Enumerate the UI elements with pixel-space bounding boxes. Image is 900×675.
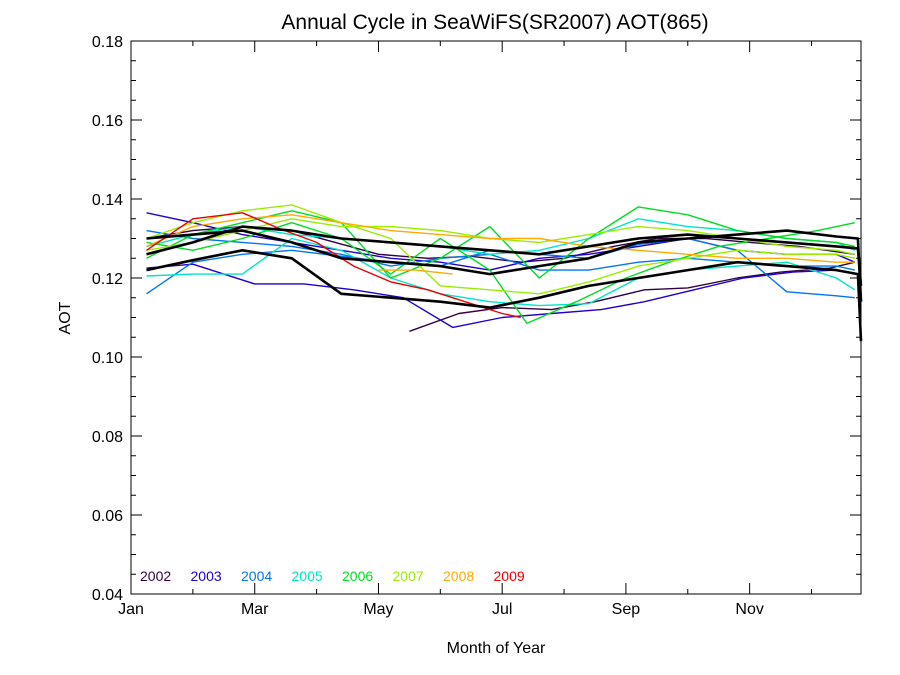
plot-area: 0.04 0.06 0.08 0.10 0.12 0.14 0.16 0.18 Jan Mar Ma… [92,34,863,618]
series-layer [146,204,863,342]
series-line-mean-15 [146,249,863,342]
series-line-2007-11 [146,218,855,255]
series-line-2006-8 [146,221,855,325]
plot-frame [130,40,862,595]
y-axis-label: AOT [57,301,74,334]
series-line-2008-12 [146,214,855,263]
y-tick-label: 0.08 [92,429,123,446]
series-line-2003-2 [146,263,855,329]
x-axis-label: Month of Year [447,640,546,657]
y-tick-label: 0.16 [92,113,123,130]
x-tick-label: Nov [735,601,763,618]
legend-label-2009: 2009 [494,568,525,584]
chart-title: Annual Cycle in SeaWiFS(SR2007) AOT(865) [281,11,708,34]
x-tick-label: Mar [241,601,269,618]
legend: 2002 2003 2004 2005 2006 2007 2008 2009 [140,568,525,584]
y-tick-label: 0.04 [92,587,123,604]
series-line-2008-13 [378,269,453,275]
y-tick-label: 0.14 [92,192,123,209]
x-tick-label: Jul [492,601,512,618]
ticks-layer: 0.04 0.06 0.08 0.10 0.12 0.14 0.16 0.18 Jan Mar Ma… [92,34,861,618]
legend-label-2003: 2003 [191,568,222,584]
legend-label-2002: 2002 [140,568,171,584]
x-tick-label: Sep [612,601,641,618]
legend-label-2004: 2004 [241,568,272,584]
y-tick-label: 0.06 [92,508,123,525]
y-tick-label: 0.12 [92,271,123,288]
series-line-2009-14 [146,212,521,319]
legend-label-2006: 2006 [342,568,373,584]
series-line-mean-17 [146,225,863,287]
x-tick-label: Jan [118,601,144,618]
y-tick-label: 0.10 [92,350,123,367]
series-line-2007-10 [146,204,855,295]
x-tick-label: May [363,601,393,618]
legend-label-2008: 2008 [443,568,474,584]
legend-label-2007: 2007 [393,568,424,584]
y-tick-label: 0.18 [92,34,123,51]
legend-label-2005: 2005 [292,568,323,584]
series-line-mean-16 [146,229,863,302]
